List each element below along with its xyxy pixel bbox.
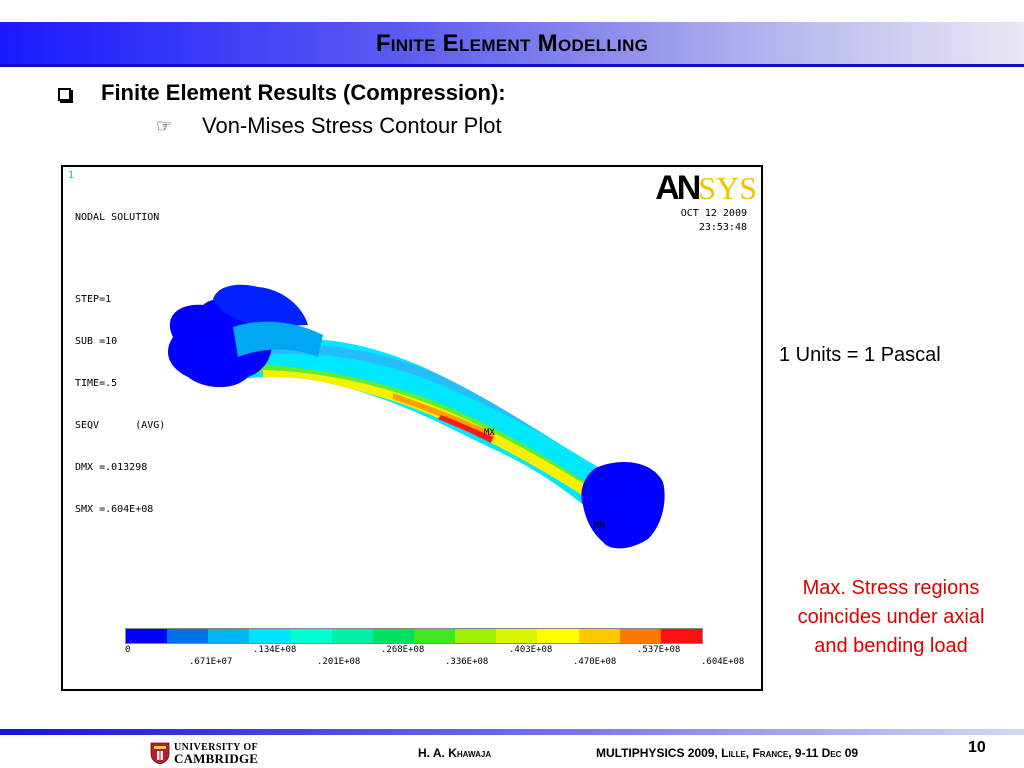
param-seqv: SEQV (AVG) <box>75 420 166 431</box>
pointing-hand-icon: ☞ <box>156 115 173 136</box>
legend-swatch <box>619 629 661 643</box>
legend-swatch <box>578 629 620 643</box>
legend-label-bottom: .604E+08 <box>701 657 745 667</box>
legend-swatch <box>372 629 414 643</box>
legend-swatch <box>660 629 702 643</box>
legend-label-bottom: .671E+07 <box>189 657 233 667</box>
legend-label-bottom: .336E+08 <box>445 657 489 667</box>
timestamp: OCT 12 2009 23:53:48 <box>681 207 747 235</box>
param-dmx: DMX =.013298 <box>75 462 148 473</box>
plot-index: 1 <box>68 170 75 181</box>
shaft-band-blue <box>213 344 608 473</box>
university-wordmark: UNIVERSITY OF CAMBRIDGE <box>174 742 259 766</box>
distal-condyle <box>581 462 665 549</box>
stress-contour-plot: 1 NODAL SOLUTION STEP=1 SUB =10 TIME=.5 … <box>61 165 763 691</box>
legend-swatch <box>496 629 538 643</box>
checkbox-icon <box>58 87 71 101</box>
color-legend <box>125 628 703 644</box>
university-line1: UNIVERSITY OF <box>174 742 259 753</box>
legend-label-bottom: .470E+08 <box>573 657 617 667</box>
title-bar: Finite Element Modelling <box>0 22 1024 67</box>
legend-swatch <box>455 629 497 643</box>
page-number: 10 <box>968 739 986 756</box>
legend-label-top: .403E+08 <box>509 645 553 655</box>
solution-info: NODAL SOLUTION STEP=1 SUB =10 TIME=.5 SE… <box>75 183 165 545</box>
legend-swatch <box>537 629 579 643</box>
femur-model: MX MN <box>168 284 665 549</box>
cambridge-crest-icon <box>150 742 170 764</box>
sub-bullet: ☞ Von-Mises Stress Contour Plot <box>156 112 502 140</box>
greater-trochanter <box>213 284 308 327</box>
legend-swatch <box>167 629 209 643</box>
legend-label-top: 0 <box>125 645 131 655</box>
legend-label-top: .537E+08 <box>637 645 681 655</box>
legend-swatch <box>208 629 250 643</box>
mn-marker: MN <box>594 521 605 531</box>
legend-swatch <box>126 629 168 643</box>
param-step: STEP=1 <box>75 294 112 305</box>
legend-swatch <box>290 629 332 643</box>
university-line2: CAMBRIDGE <box>174 751 259 766</box>
bullet-text: Finite Element Results (Compression): <box>101 80 506 105</box>
footer-conference: MULTIPHYSICS 2009, Lille, France, 9-11 D… <box>596 746 859 760</box>
mx-marker: MX <box>484 428 495 438</box>
legend-label-top: .268E+08 <box>381 645 425 655</box>
param-sub: SUB =10 <box>75 336 118 347</box>
max-stress-note: Max. Stress regions coincides under axia… <box>797 577 985 657</box>
param-time: TIME=.5 <box>75 378 118 389</box>
plot-time: 23:53:48 <box>698 222 747 233</box>
param-smx: SMX =.604E+08 <box>75 504 154 515</box>
logo-an: AN <box>655 169 701 207</box>
legend-swatch <box>249 629 291 643</box>
slide-title: Finite Element Modelling <box>375 30 649 57</box>
legend-label-bottom: .201E+08 <box>317 657 361 667</box>
nodal-title: NODAL SOLUTION <box>75 212 160 223</box>
neck-region <box>233 321 323 357</box>
logo-sys: SYS <box>698 170 757 206</box>
legend-label-top: .134E+08 <box>253 645 297 655</box>
footer-author: H. A. Khawaja <box>418 746 492 760</box>
legend-swatch <box>413 629 456 643</box>
ansys-logo: AN SYS <box>655 169 757 207</box>
plot-date: OCT 12 2009 <box>680 208 747 219</box>
legend-swatch <box>331 629 373 643</box>
main-bullet: Finite Element Results (Compression): <box>58 78 506 108</box>
footer-divider <box>0 729 1024 735</box>
shaft-band-red <box>438 415 493 443</box>
sub-bullet-text: Von-Mises Stress Contour Plot <box>202 113 502 138</box>
units-note: 1 Units = 1 Pascal <box>779 344 941 366</box>
